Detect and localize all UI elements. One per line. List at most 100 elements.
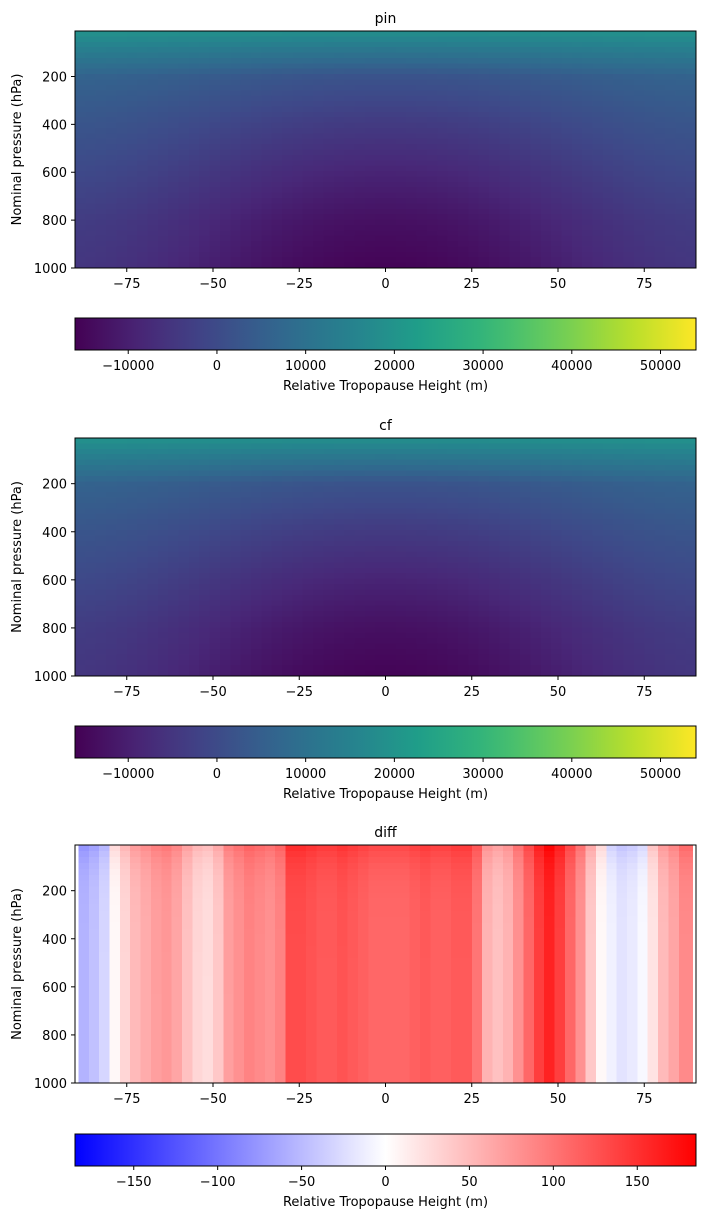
heatmap-cell bbox=[582, 638, 594, 645]
heatmap-cell bbox=[106, 111, 117, 118]
heatmap-cell bbox=[333, 459, 345, 466]
heatmap-cell bbox=[168, 546, 180, 553]
heatmap-cell bbox=[126, 165, 138, 172]
heatmap-cell bbox=[271, 454, 283, 461]
heatmap-cell bbox=[219, 138, 231, 145]
heatmap-cell bbox=[426, 251, 438, 258]
heatmap-cell bbox=[313, 176, 324, 183]
heatmap-cell bbox=[623, 627, 635, 634]
heatmap-cell bbox=[540, 57, 552, 64]
heatmap-cell bbox=[489, 600, 500, 607]
heatmap-cell bbox=[685, 529, 697, 536]
heatmap-cell bbox=[437, 149, 449, 156]
heatmap-cell bbox=[240, 106, 252, 113]
heatmap-cell bbox=[209, 171, 221, 178]
heatmap-cell bbox=[644, 95, 656, 102]
heatmap-cell bbox=[478, 122, 490, 129]
heatmap-cell bbox=[364, 497, 376, 504]
heatmap-cell bbox=[375, 171, 387, 178]
heatmap-cell bbox=[644, 448, 656, 455]
heatmap-cell bbox=[457, 594, 469, 601]
heatmap-cell bbox=[85, 36, 97, 43]
heatmap-cell bbox=[168, 257, 180, 264]
heatmap-cell bbox=[137, 208, 149, 215]
heatmap-cell bbox=[116, 524, 128, 531]
heatmap-cell bbox=[75, 214, 86, 221]
heatmap-cell bbox=[395, 621, 407, 628]
heatmap-cell bbox=[147, 643, 159, 650]
heatmap-cell bbox=[261, 497, 273, 504]
heatmap-cell bbox=[602, 117, 614, 124]
heatmap-cell bbox=[602, 600, 614, 607]
heatmap-cell bbox=[302, 187, 314, 194]
heatmap-cell bbox=[499, 557, 511, 564]
heatmap-cell bbox=[271, 79, 283, 86]
heatmap-cell bbox=[302, 197, 314, 204]
heatmap-cell bbox=[613, 475, 625, 482]
heatmap-cell bbox=[457, 219, 469, 226]
heatmap-cell bbox=[188, 621, 200, 628]
heatmap-cell bbox=[157, 594, 169, 601]
heatmap-cell bbox=[230, 562, 242, 569]
heatmap-cell bbox=[551, 540, 563, 547]
heatmap-cell bbox=[530, 589, 542, 596]
heatmap-cell bbox=[375, 154, 387, 161]
heatmap-cell bbox=[333, 197, 345, 204]
heatmap-cell bbox=[219, 117, 231, 124]
heatmap-cell bbox=[282, 594, 293, 601]
heatmap-cell bbox=[561, 465, 573, 472]
heatmap-cell bbox=[178, 208, 190, 215]
heatmap-cell bbox=[602, 589, 614, 596]
heatmap-cell bbox=[178, 224, 190, 231]
heatmap-cell bbox=[282, 106, 293, 113]
heatmap-cell bbox=[333, 181, 345, 188]
heatmap-cell bbox=[116, 84, 128, 91]
heatmap-cell bbox=[364, 127, 376, 134]
heatmap-cell bbox=[375, 524, 387, 531]
heatmap-cell bbox=[95, 540, 107, 547]
heatmap-cell bbox=[219, 47, 231, 54]
heatmap-cell bbox=[147, 594, 159, 601]
heatmap-cell bbox=[395, 235, 407, 242]
heatmap-cell bbox=[457, 224, 469, 231]
heatmap-cell bbox=[468, 144, 480, 151]
heatmap-cell bbox=[499, 106, 511, 113]
heatmap-cell bbox=[375, 589, 387, 596]
heatmap-cell bbox=[106, 459, 117, 466]
heatmap-cell bbox=[354, 502, 366, 509]
heatmap-cell bbox=[250, 492, 262, 499]
heatmap-cell bbox=[199, 171, 211, 178]
heatmap-cell bbox=[75, 621, 86, 628]
heatmap-cell bbox=[675, 187, 687, 194]
heatmap-cell bbox=[685, 600, 697, 607]
heatmap-cell bbox=[137, 133, 149, 140]
heatmap-cell bbox=[499, 79, 511, 86]
heatmap-cell bbox=[489, 230, 500, 237]
heatmap-cell bbox=[282, 589, 293, 596]
heatmap-cell bbox=[457, 47, 469, 54]
heatmap-cell bbox=[199, 219, 211, 226]
heatmap-cell bbox=[209, 621, 221, 628]
heatmap-cell bbox=[664, 101, 676, 108]
heatmap-cell bbox=[633, 203, 645, 210]
heatmap-cell bbox=[209, 616, 221, 623]
heatmap-cell bbox=[633, 68, 645, 75]
heatmap-cell bbox=[685, 486, 697, 493]
heatmap-cell bbox=[675, 546, 687, 553]
heatmap-cell bbox=[344, 165, 356, 172]
heatmap-cell bbox=[302, 475, 314, 482]
heatmap-cell bbox=[219, 589, 231, 596]
heatmap-cell bbox=[530, 262, 542, 269]
heatmap-cell bbox=[499, 84, 511, 91]
heatmap-cell bbox=[364, 246, 376, 253]
heatmap-cell bbox=[209, 632, 221, 639]
heatmap-cell bbox=[85, 181, 97, 188]
heatmap-cell bbox=[375, 31, 387, 37]
heatmap-cell bbox=[592, 605, 604, 612]
heatmap-cell bbox=[137, 111, 149, 118]
heatmap-cell bbox=[137, 481, 149, 488]
heatmap-cell bbox=[333, 203, 345, 210]
heatmap-cell bbox=[199, 465, 211, 472]
heatmap-cell bbox=[623, 203, 635, 210]
heatmap-cell bbox=[209, 79, 221, 86]
